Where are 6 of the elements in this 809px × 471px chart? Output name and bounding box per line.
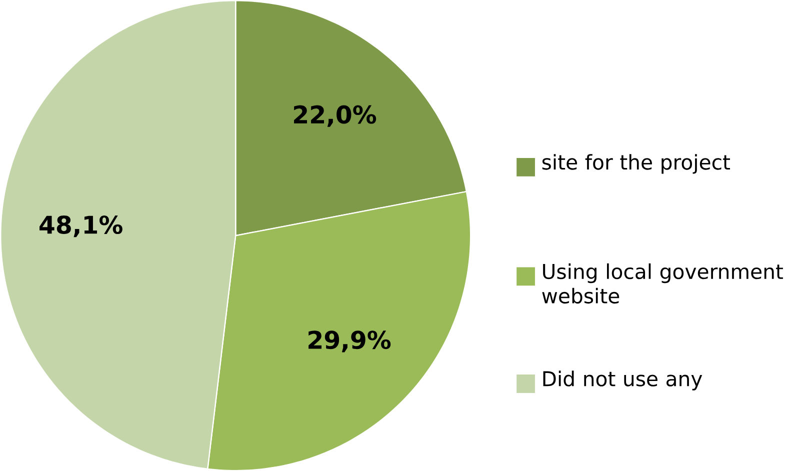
legend-label: Using local government website <box>542 263 783 304</box>
legend-label: site for the project <box>542 154 730 174</box>
data-label: 22,0% <box>294 105 376 127</box>
data-label: 48,1% <box>40 215 122 238</box>
legend-label: Did not use any <box>543 370 702 390</box>
data-label: 29,9% <box>308 330 391 352</box>
